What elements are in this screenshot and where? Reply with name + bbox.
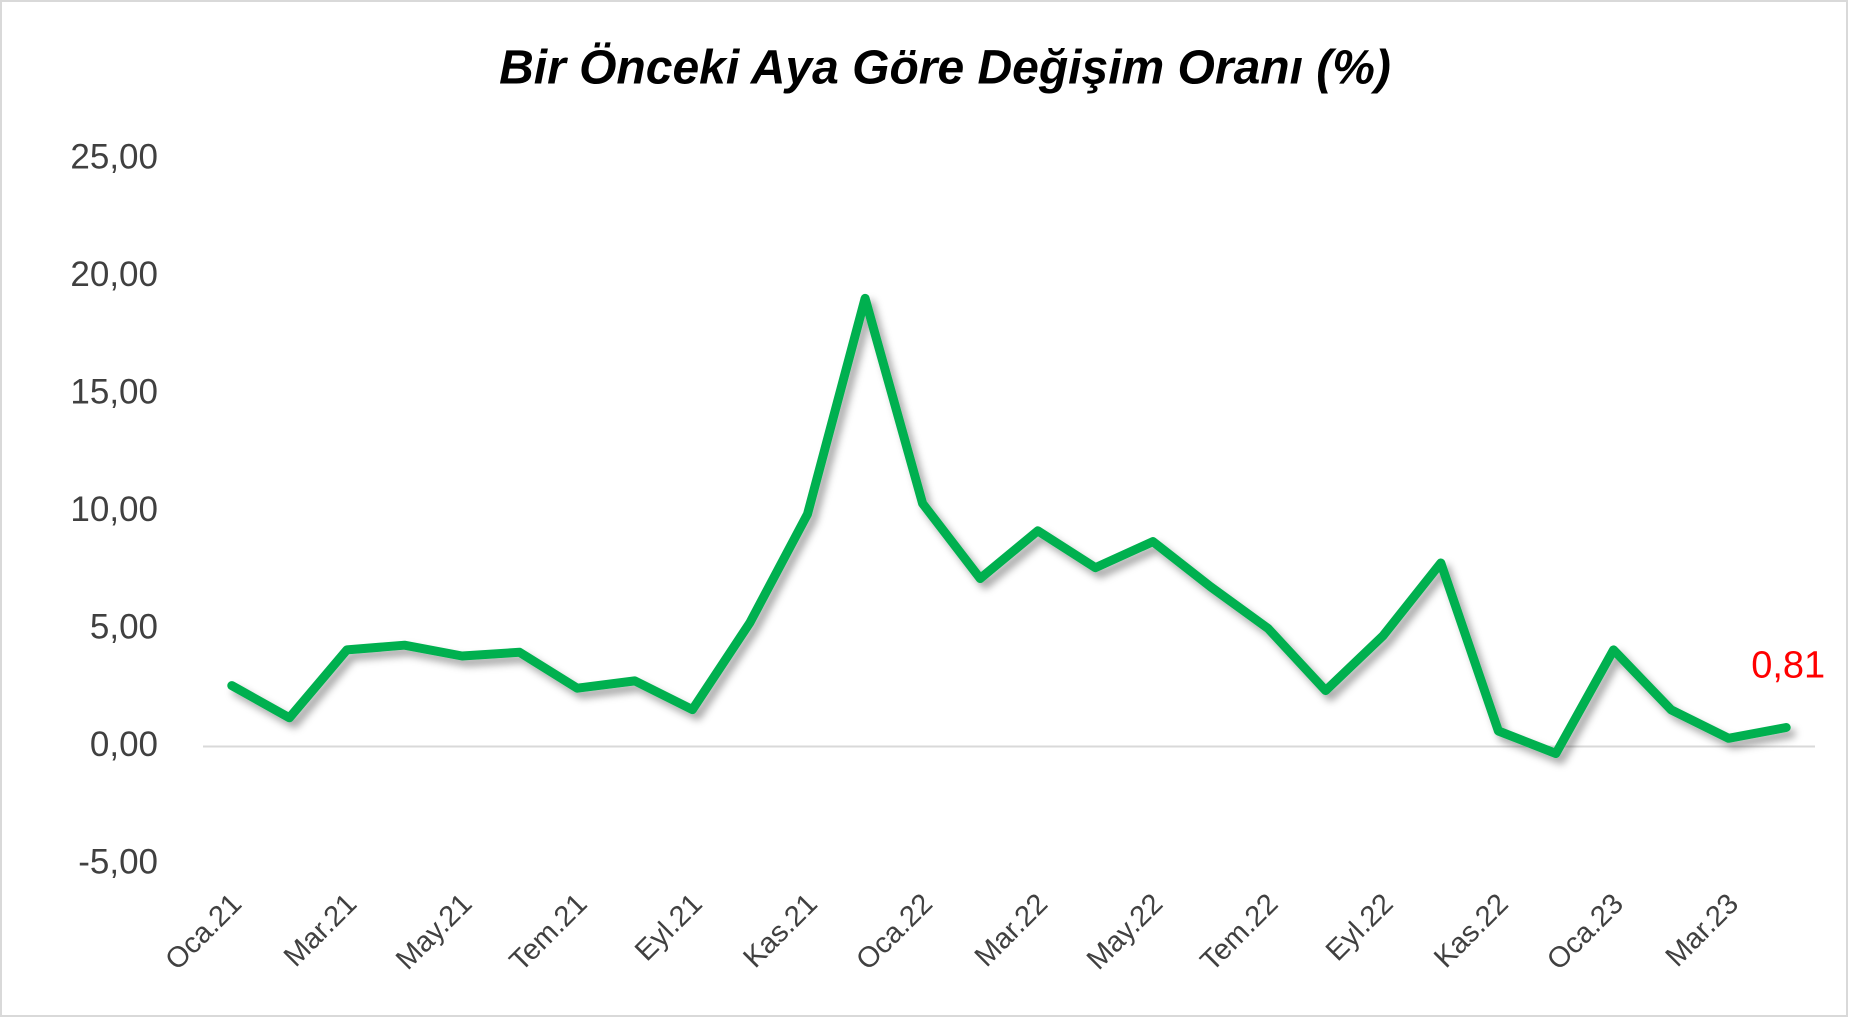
y-tick-label: 0,00 [90, 725, 158, 764]
y-tick-label: -5,00 [78, 842, 158, 881]
y-tick-label: 10,00 [70, 490, 158, 529]
y-tick-label: 20,00 [70, 255, 158, 294]
y-tick-label: 5,00 [90, 607, 158, 646]
data-label: 0,81 [1751, 644, 1825, 686]
chart-title: Bir Önceki Aya Göre Değişim Oranı (%) [499, 42, 1391, 95]
data-line [227, 293, 1791, 758]
y-tick-label: 15,00 [70, 372, 158, 411]
y-tick-label: 25,00 [70, 137, 158, 176]
